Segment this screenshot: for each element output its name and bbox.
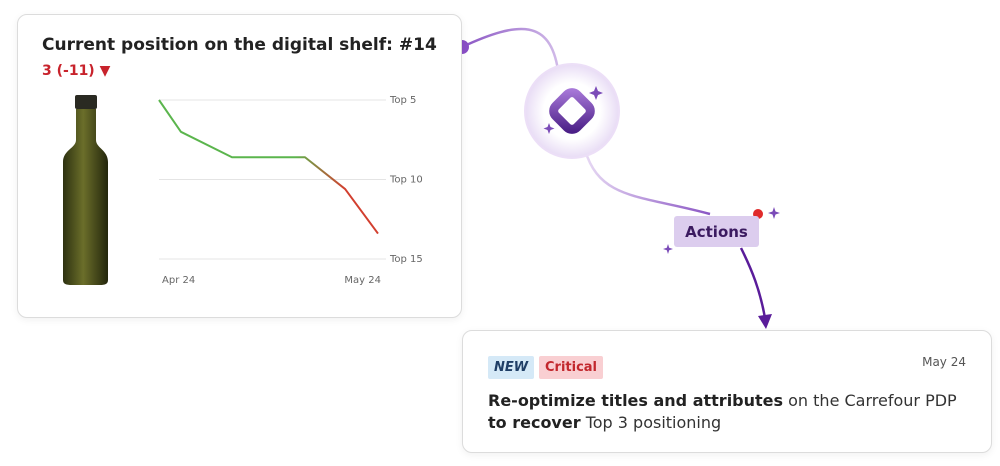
recommendation-card: NEW Critical May 24 Re-optimize titles a… [462, 330, 992, 453]
badge-new: NEW [488, 356, 535, 379]
recommendation-text: Re-optimize titles and attributes on the… [488, 390, 968, 434]
arrow-head [758, 314, 772, 329]
arrow [739, 247, 767, 319]
rank-change: 3 (-11) ▼ [42, 63, 111, 79]
text: on the Carrefour PDP [788, 391, 957, 410]
line [158, 99, 379, 235]
y-tick-label: Top 5 [389, 95, 416, 106]
y-tick-label: Top 10 [389, 175, 423, 186]
y-tick-label: Top 15 [389, 254, 423, 265]
badge-critical: Critical [539, 356, 604, 379]
text: Top 3 positioning [585, 413, 722, 432]
actions-button[interactable]: Actions [674, 216, 759, 247]
product-image [63, 95, 108, 285]
text-bold: Re-optimize titles and attributes [488, 391, 784, 410]
connector [461, 27, 711, 216]
text-bold: to recover [488, 413, 581, 432]
date: May 24 [922, 355, 966, 369]
x-tick-label: May 24 [344, 275, 381, 286]
ai-logo [549, 88, 595, 134]
x-tick-label: Apr 24 [162, 275, 195, 286]
card-title: Current position on the digital shelf: #… [42, 35, 437, 55]
